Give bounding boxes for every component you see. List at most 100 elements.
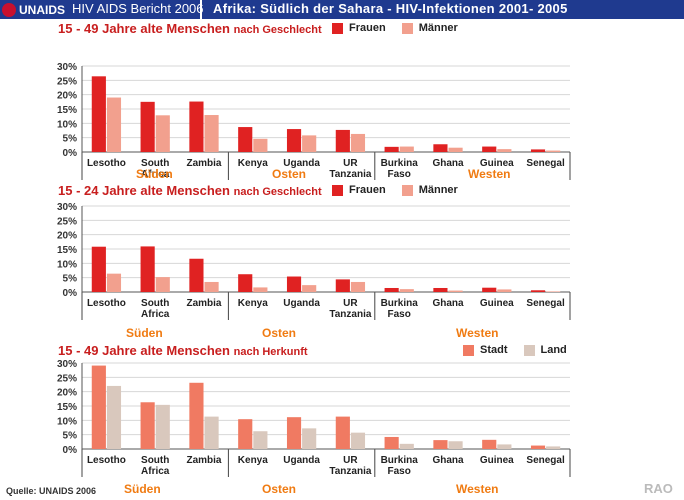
x-tick-label: Uganda (283, 298, 320, 309)
bar-series2 (204, 115, 219, 152)
legend-label-stadt: Stadt (480, 344, 508, 356)
bar-series1 (189, 382, 204, 449)
chart-subtitle: nach Geschlecht (233, 24, 322, 36)
bar-series1 (482, 146, 497, 152)
bar-series1 (530, 290, 546, 292)
legend-label-maenner: Männer (418, 184, 458, 196)
y-tick-label: 30% (57, 359, 77, 370)
bar-series2 (350, 133, 366, 152)
x-tick-label: UR Tanzania (329, 455, 371, 477)
bar-series2 (106, 97, 122, 152)
bar-series1 (140, 101, 155, 152)
x-tick-label: Kenya (238, 158, 268, 169)
bar-series2 (106, 273, 122, 292)
y-tick-label: 20% (57, 388, 77, 399)
bar-series1 (384, 436, 399, 449)
y-tick-label: 0% (63, 148, 78, 159)
region-label-osten: Osten (272, 167, 307, 181)
x-tick-label: Uganda (283, 455, 320, 466)
chart-plot: 30% 25% 20% 15% 10% 5% 0% Lesotho South Africa Zam… (57, 202, 571, 320)
bar-series1 (530, 445, 546, 449)
y-tick-label: 10% (57, 119, 77, 130)
bar-series1 (238, 274, 253, 292)
bar-series1 (91, 246, 106, 292)
bar-series1 (335, 279, 350, 292)
region-label-osten: Osten (262, 482, 297, 496)
chart-legend: Stadt Land (463, 344, 567, 356)
bar-series2 (448, 290, 463, 292)
chart-subtitle: nach Geschlecht (233, 186, 322, 198)
bar-series2 (253, 138, 268, 152)
chart-legend: Frauen Männer (332, 184, 458, 196)
chart-subtitle: nach Herkunft (233, 346, 308, 358)
y-tick-label: 25% (57, 216, 77, 227)
y-tick-label: 15% (57, 402, 77, 413)
region-label-sueden: Süden (136, 167, 173, 181)
bar-series2 (546, 291, 561, 292)
x-tick-label: Guinea (480, 158, 514, 169)
chart-title: 15 - 24 Jahre alte Menschen nach Geschle… (58, 183, 322, 198)
y-tick-label: 30% (57, 202, 77, 213)
y-tick-label: 10% (57, 416, 77, 427)
x-tick-label: South Africa (141, 158, 170, 180)
legend-swatch-maenner (401, 22, 413, 34)
region-label-westen: Westen (456, 326, 499, 340)
region-label-sueden: Süden (124, 482, 161, 496)
bar-series1 (91, 365, 106, 449)
chart-title-main: 15 - 49 Jahre alte Menschen (58, 343, 230, 358)
bar-series2 (546, 446, 561, 449)
bar-series1 (482, 439, 497, 449)
x-tick-label: Ghana (432, 298, 464, 309)
bar-series2 (302, 428, 317, 449)
chart-legend: Frauen Männer (332, 22, 458, 34)
bar-series2 (448, 441, 463, 449)
bar-series2 (350, 281, 366, 292)
x-tick-label: Zambia (186, 158, 221, 169)
bar-series2 (399, 146, 414, 152)
chart-title-main: 15 - 49 Jahre alte Menschen (58, 21, 230, 36)
unaids-ribbon-icon (2, 2, 16, 17)
bar-series1 (91, 76, 106, 152)
x-tick-label: Guinea (480, 455, 514, 466)
x-tick-label: Kenya (238, 455, 268, 466)
bar-series1 (189, 258, 204, 292)
x-tick-label: Kenya (238, 298, 268, 309)
bar-series1 (286, 129, 302, 152)
bar-series1 (335, 416, 350, 449)
bar-series1 (433, 144, 448, 152)
watermark: RAO (644, 481, 673, 496)
bar-series2 (546, 150, 561, 152)
y-tick-label: 5% (63, 274, 78, 285)
y-tick-label: 5% (63, 134, 78, 145)
bar-series2 (497, 444, 512, 449)
y-tick-label: 15% (57, 245, 77, 256)
legend-label-maenner: Männer (418, 22, 458, 34)
chart-15-49-geschlecht: 15 - 49 Jahre alte Menschen nach Geschle… (0, 21, 684, 183)
y-tick-label: 0% (63, 288, 78, 299)
legend-label-land: Land (540, 344, 567, 356)
x-tick-label: Burkina Faso (381, 158, 419, 180)
x-tick-label: UR Tanzania (329, 298, 371, 320)
bar-series2 (253, 287, 268, 292)
bar-series1 (238, 419, 253, 449)
bar-series2 (448, 147, 463, 152)
header-divider (200, 0, 202, 19)
bar-series1 (530, 149, 546, 152)
x-tick-label: UR Tanzania (329, 158, 371, 180)
region-label-osten: Osten (262, 326, 297, 340)
header-bar: UNAIDS HIV AIDS Bericht 2006 Afrika: Süd… (0, 0, 684, 19)
bar-series2 (253, 431, 268, 449)
legend-swatch-frauen (332, 22, 343, 34)
legend-swatch-land (523, 344, 535, 356)
x-tick-label: Lesotho (87, 455, 126, 466)
bar-series2 (399, 443, 414, 449)
source-note: Quelle: UNAIDS 2006 (6, 486, 97, 496)
bar-series1 (140, 246, 155, 292)
legend-label-frauen: Frauen (349, 184, 386, 196)
bar-series2 (106, 385, 122, 449)
x-tick-label: Burkina Faso (381, 298, 419, 320)
bar-series1 (238, 127, 253, 152)
y-tick-label: 30% (57, 62, 77, 73)
y-tick-label: 5% (63, 431, 78, 442)
bar-series1 (384, 287, 399, 292)
